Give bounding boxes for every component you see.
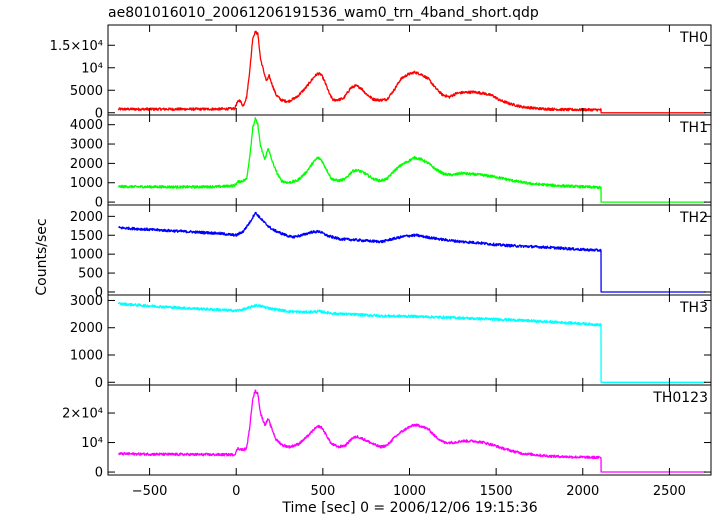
series-label: TH3 bbox=[679, 300, 708, 316]
series-label: TH0 bbox=[679, 30, 708, 46]
series-line-th2 bbox=[118, 211, 707, 293]
panel-frame bbox=[107, 24, 712, 116]
x-tick-label: −500 bbox=[132, 484, 168, 499]
y-tick-label: 10⁴ bbox=[81, 436, 103, 451]
y-tick-label: 2000 bbox=[70, 210, 103, 225]
y-tick-label: 1500 bbox=[70, 229, 103, 244]
x-tick-label: 0 bbox=[232, 484, 240, 499]
y-tick-label: 0 bbox=[95, 196, 103, 211]
panel-th0: 0 5000 10⁴ 1.5×10⁴ TH0 bbox=[50, 24, 712, 121]
y-tick-label: 2000 bbox=[70, 157, 103, 172]
y-tick-label: 0 bbox=[95, 285, 103, 300]
series-line-th0 bbox=[117, 30, 707, 114]
panel-th0123: 0 10⁴ 2×10⁴ TH0123 bbox=[62, 384, 712, 481]
series-line-th3 bbox=[117, 302, 707, 383]
y-axis-label: Counts/sec bbox=[34, 218, 50, 295]
y-tick-label: 2×10⁴ bbox=[62, 407, 103, 422]
panel-th2: 0 500 1000 1500 2000 TH2 bbox=[70, 204, 712, 300]
x-tick-label: 1500 bbox=[480, 484, 513, 499]
x-axis-label: Time [sec] 0 = 2006/12/06 19:15:36 bbox=[281, 500, 537, 516]
y-tick-label: 1000 bbox=[70, 349, 103, 364]
panel-th3: 0 1000 2000 3000 TH3 bbox=[70, 294, 712, 391]
y-tick-label: 0 bbox=[95, 466, 103, 481]
y-tick-label: 4000 bbox=[70, 118, 103, 133]
y-tick-label: 3000 bbox=[70, 294, 103, 309]
y-tick-label: 0 bbox=[95, 376, 103, 391]
x-tick-label: 500 bbox=[310, 484, 335, 499]
y-tick-label: 2000 bbox=[70, 321, 103, 336]
y-tick-label: 1000 bbox=[70, 248, 103, 263]
y-tick-label: 1000 bbox=[70, 176, 103, 191]
y-tick-label: 10⁴ bbox=[81, 61, 103, 76]
y-tick-label: 5000 bbox=[70, 84, 103, 99]
panel-th1: 0 1000 2000 3000 4000 TH1 bbox=[70, 114, 712, 211]
series-line-th1 bbox=[118, 117, 707, 203]
y-tick-label: 3000 bbox=[70, 138, 103, 153]
series-label: TH2 bbox=[679, 210, 708, 226]
panel-frame bbox=[107, 204, 712, 296]
x-axis: −500 0 500 1000 1500 2000 2500 bbox=[132, 484, 686, 499]
series-label: TH1 bbox=[679, 120, 708, 136]
y-tick-label: 1.5×10⁴ bbox=[50, 39, 103, 54]
series-line-th0123 bbox=[118, 389, 707, 473]
chart-title: ae801016010_20061206191536_wam0_trn_4ban… bbox=[108, 5, 539, 21]
x-tick-label: 2500 bbox=[653, 484, 686, 499]
x-tick-label: 1000 bbox=[393, 484, 426, 499]
y-tick-label: 500 bbox=[78, 267, 103, 282]
series-label: TH0123 bbox=[652, 390, 708, 406]
x-tick-label: 2000 bbox=[566, 484, 599, 499]
y-tick-label: 0 bbox=[95, 106, 103, 121]
panel-frame bbox=[107, 384, 712, 476]
